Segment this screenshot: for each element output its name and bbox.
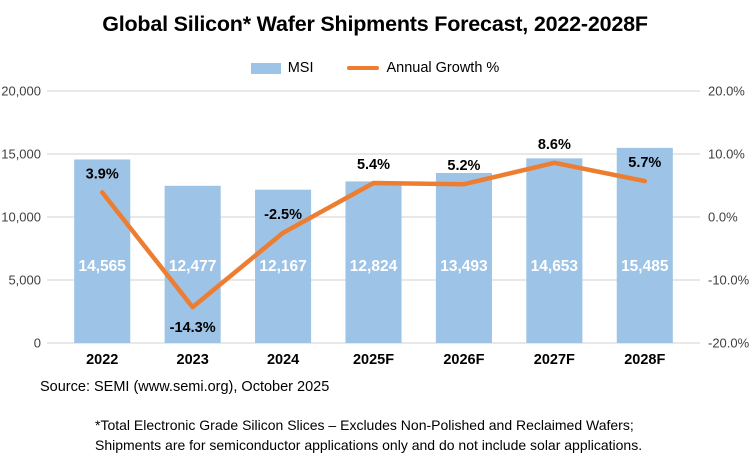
growth-value-label: 5.4% — [357, 157, 390, 173]
left-axis-tick: 15,000 — [1, 147, 41, 162]
right-axis-tick-labels: -20.0% -10.0% 0.0% 10.0% 20.0% — [708, 84, 750, 351]
footnote-line-1: *Total Electronic Grade Silicon Slices –… — [95, 417, 634, 433]
bar[interactable] — [74, 159, 131, 343]
bar-series — [74, 147, 673, 343]
right-axis-tick: 0.0% — [708, 210, 738, 225]
growth-value-labels: 3.9% -14.3% -2.5% 5.4% 5.2% 8.6% 5.7% — [86, 137, 662, 336]
bar[interactable] — [164, 185, 221, 343]
bar-value-label: 14,653 — [531, 258, 579, 275]
bar[interactable] — [345, 181, 402, 343]
category-label: 2027F — [534, 352, 575, 368]
source-note: Source: SEMI (www.semi.org), October 202… — [40, 379, 330, 395]
bar-value-label: 12,824 — [350, 258, 398, 275]
chart-legend: MSI Annual Growth % — [0, 60, 750, 76]
left-axis-tick: 0 — [34, 336, 41, 351]
category-label: 2024 — [267, 352, 299, 368]
right-axis-tick: -10.0% — [708, 273, 750, 288]
category-label: 2022 — [86, 352, 118, 368]
bar[interactable] — [526, 158, 583, 343]
category-label: 2025F — [353, 352, 394, 368]
growth-value-label: -14.3% — [170, 320, 216, 336]
legend-swatch-bar-icon — [250, 62, 281, 74]
bar[interactable] — [435, 172, 492, 343]
bar-value-label: 12,477 — [169, 258, 216, 275]
footnote-line-2: Shipments are for semiconductor applicat… — [95, 437, 643, 454]
left-axis-tick-labels: 0 5,000 10,000 15,000 20,000 — [1, 84, 41, 351]
category-label: 2026F — [443, 352, 484, 368]
chart-title: Global Silicon* Wafer Shipments Forecast… — [102, 12, 648, 36]
legend-label-annual-growth: Annual Growth % — [386, 60, 500, 76]
growth-value-label: 8.6% — [538, 137, 571, 153]
right-axis-tick: 20.0% — [708, 84, 745, 99]
growth-value-label: -2.5% — [264, 207, 302, 223]
bar-value-label: 14,565 — [79, 258, 127, 275]
left-axis-tick: 20,000 — [1, 84, 41, 99]
category-label: 2023 — [177, 352, 209, 368]
right-axis-tick: -20.0% — [708, 336, 750, 351]
growth-value-label: 5.7% — [628, 155, 661, 171]
footnote-block: *Total Electronic Grade Silicon Slices –… — [95, 415, 642, 456]
category-axis-labels: 2022 2023 2024 2025F 2026F 2027F 2028F — [86, 352, 665, 368]
growth-value-label: 5.2% — [447, 158, 480, 174]
category-label: 2028F — [624, 352, 665, 368]
line-series — [99, 160, 648, 310]
bar[interactable] — [255, 189, 312, 343]
legend-item-msi[interactable]: MSI — [250, 60, 314, 76]
left-axis-tick: 5,000 — [8, 273, 41, 288]
bar-value-label: 13,493 — [440, 258, 488, 275]
legend-swatch-line-icon — [347, 66, 380, 70]
left-axis-tick: 10,000 — [1, 210, 41, 225]
legend-label-msi: MSI — [287, 60, 314, 76]
right-axis-tick: 10.0% — [708, 147, 745, 162]
bar-value-labels: 14,565 12,477 12,167 12,824 13,493 14,653 15,4… — [79, 258, 669, 275]
bar-value-label: 15,485 — [621, 258, 669, 275]
growth-line[interactable] — [99, 160, 648, 310]
bar-value-label: 12,167 — [259, 258, 306, 275]
growth-value-label: 3.9% — [86, 166, 119, 182]
legend-item-annual-growth[interactable]: Annual Growth % — [347, 60, 499, 76]
